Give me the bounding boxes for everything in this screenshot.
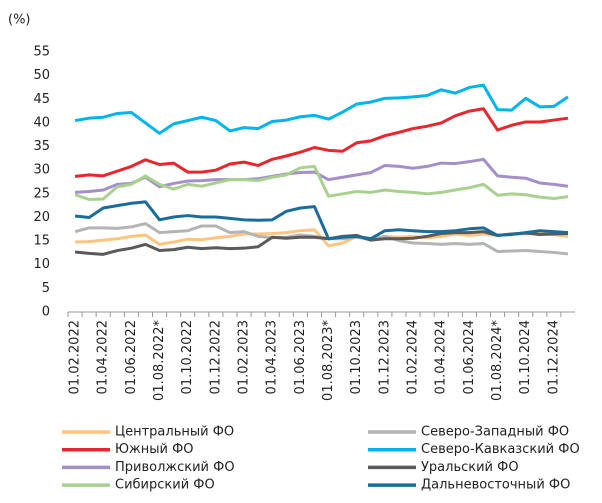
y-tick-label: 55 <box>33 45 50 60</box>
x-tick-label: 01.08.2022* <box>152 320 167 401</box>
x-tick-label: 01.12.2022 <box>208 320 223 394</box>
x-tick-label: 01.04.2022 <box>96 320 111 394</box>
series-line <box>74 83 569 135</box>
y-tick-label: 15 <box>33 234 50 249</box>
legend-label: Северо-Кавказский ФО <box>421 442 580 457</box>
series-line <box>74 164 569 201</box>
y-tick-label: 0 <box>42 305 50 320</box>
y-tick-label: 25 <box>33 186 50 201</box>
y-tick-label: 10 <box>33 257 50 272</box>
y-tick-label: 40 <box>33 115 50 130</box>
legend-label: Центральный ФО <box>115 425 234 440</box>
y-tick-label: 20 <box>33 210 50 225</box>
series-line <box>74 230 569 256</box>
series-line <box>74 157 569 194</box>
x-tick-label: 01.02.2023 <box>237 320 252 394</box>
y-axis-label: (%) <box>8 13 31 28</box>
y-tick-label: 50 <box>33 68 50 83</box>
x-tick-label: 01.10.2024 <box>518 320 533 394</box>
series-line <box>74 200 569 241</box>
y-tick-label: 30 <box>33 163 50 178</box>
x-tick-label: 01.04.2024 <box>434 320 449 394</box>
x-tick-label: 01.02.2022 <box>68 320 83 394</box>
series-line <box>74 107 569 178</box>
y-tick-label: 5 <box>42 281 50 296</box>
x-tick-label: 01.08.2023* <box>321 320 336 401</box>
x-tick-label: 01.02.2024 <box>406 320 421 394</box>
x-tick-label: 01.12.2024 <box>546 320 561 394</box>
x-tick-label: 01.04.2023 <box>265 320 280 394</box>
legend-label: Южный ФО <box>115 442 194 457</box>
x-tick-label: 01.10.2022 <box>180 320 195 394</box>
x-tick-label: 01.06.2023 <box>293 320 308 394</box>
legend-label: Приволжский ФО <box>115 460 235 475</box>
x-tick-label: 01.12.2023 <box>377 320 392 394</box>
x-tick-label: 01.06.2024 <box>462 320 477 394</box>
legend-label: Дальневосточный ФО <box>421 478 570 493</box>
x-tick-label: 01.08.2024* <box>490 320 505 401</box>
x-tick-label: 01.06.2022 <box>124 320 139 394</box>
y-tick-label: 45 <box>33 92 50 107</box>
y-tick-label: 35 <box>33 139 50 154</box>
legend-label: Сибирский ФО <box>115 478 215 493</box>
legend-label: Уральский ФО <box>421 460 519 475</box>
x-tick-label: 01.10.2023 <box>349 320 364 394</box>
legend-label: Северо-Западный ФО <box>421 425 569 440</box>
